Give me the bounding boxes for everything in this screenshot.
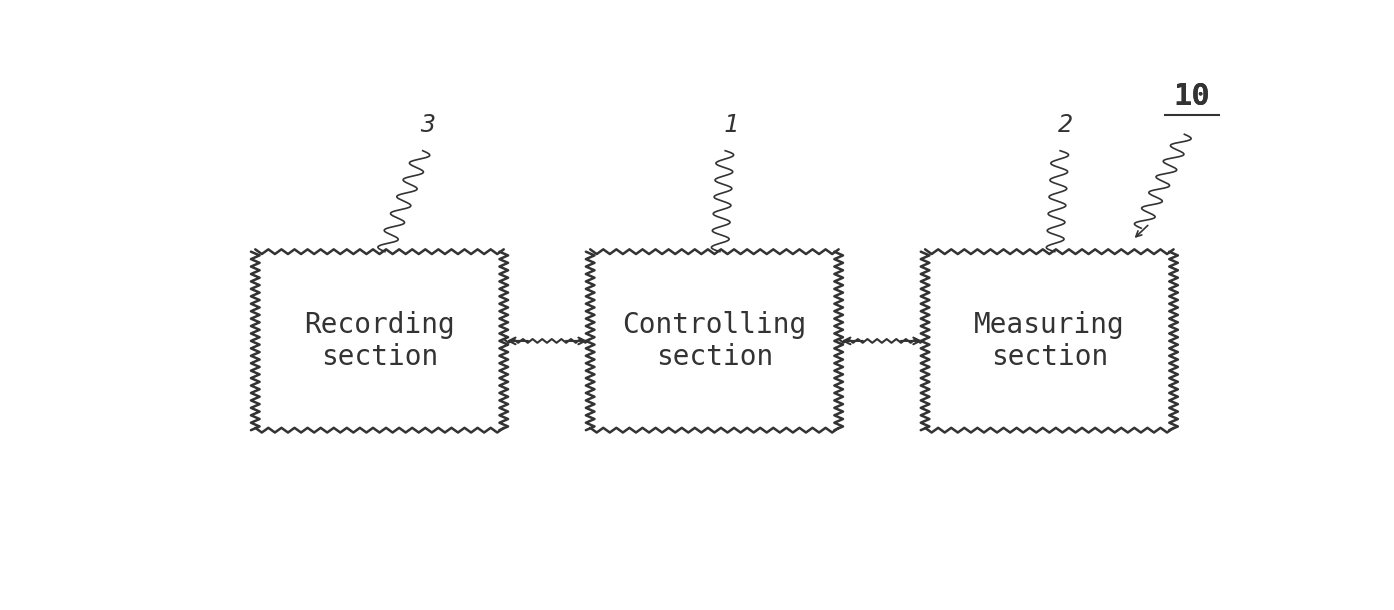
Text: Controlling
section: Controlling section (622, 310, 807, 371)
Text: 10: 10 (1174, 82, 1210, 111)
Text: Recording
section: Recording section (304, 310, 454, 371)
Text: 2: 2 (1058, 113, 1073, 137)
Text: 1: 1 (723, 113, 739, 137)
Bar (926, 252, 1174, 430)
Bar (255, 252, 503, 430)
Text: Measuring
section: Measuring section (974, 310, 1125, 371)
Bar (590, 252, 839, 430)
Text: 3: 3 (421, 113, 436, 137)
Text: 10: 10 (1174, 82, 1210, 111)
